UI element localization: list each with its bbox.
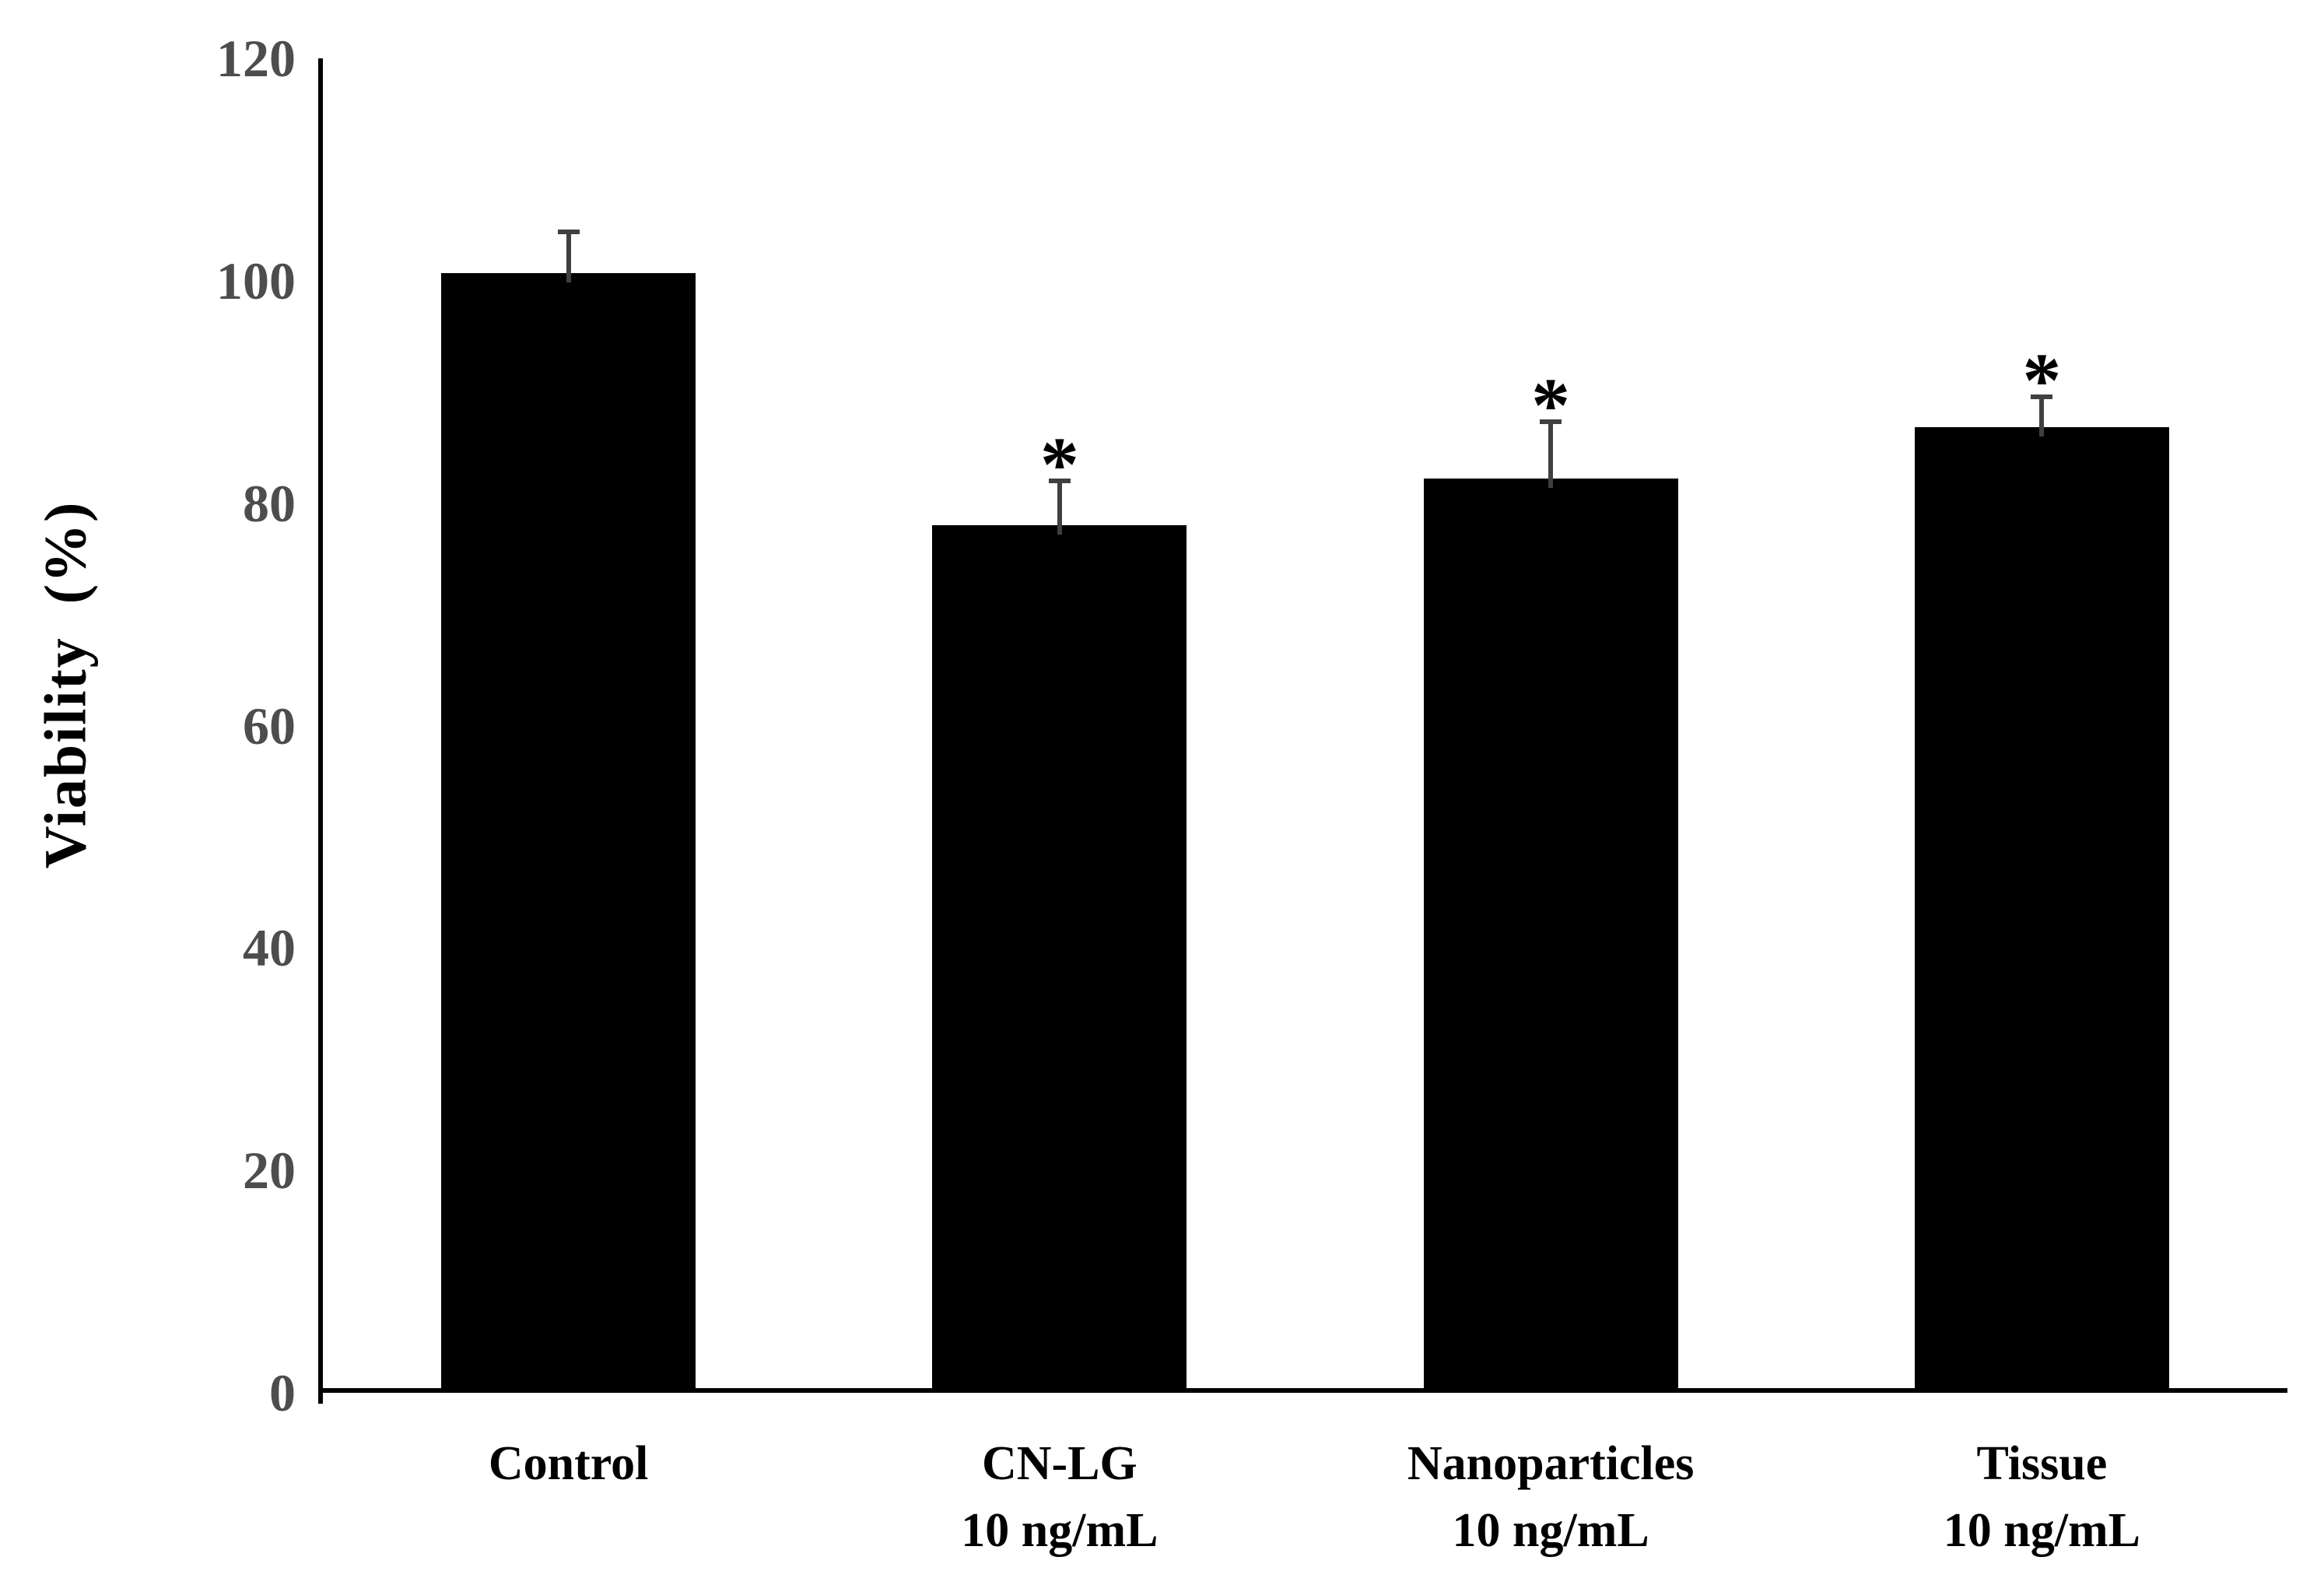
- x-category-label-line: CN-LG: [981, 1437, 1137, 1490]
- x-category-label-line: 10 ng/mL: [961, 1504, 1158, 1557]
- y-tick-label: 120: [216, 29, 296, 88]
- bar: [932, 525, 1187, 1393]
- bar: [1423, 479, 1678, 1393]
- y-tick-label: 20: [243, 1141, 296, 1201]
- y-tick-label: 100: [216, 251, 296, 310]
- significance-asterisk: *: [2022, 336, 2062, 423]
- error-bar-cap: [1048, 479, 1071, 484]
- error-bar-line: [1548, 419, 1554, 489]
- y-tick-label: 40: [243, 918, 296, 978]
- error-bar-line: [2039, 394, 2045, 437]
- y-axis-line: [318, 58, 323, 1404]
- x-category-label: CN-LG 10 ng/mL: [814, 1430, 1305, 1564]
- error-bar-cap: [1540, 419, 1562, 425]
- x-category-label-line: Control: [488, 1437, 649, 1490]
- x-category-label-line: Tissue: [1976, 1437, 2108, 1490]
- error-bar-cap: [2031, 394, 2053, 399]
- x-category-label: Tissue 10 ng/mL: [1796, 1430, 2287, 1564]
- error-bar-cap: [557, 230, 580, 235]
- bar: [1914, 427, 2169, 1393]
- bar: [441, 272, 696, 1393]
- y-tick-label: 60: [243, 696, 296, 756]
- significance-asterisk: *: [1039, 421, 1079, 508]
- y-tick-label: 0: [269, 1363, 296, 1422]
- x-category-label-line: 10 ng/mL: [1452, 1504, 1649, 1557]
- significance-asterisk: *: [1531, 362, 1571, 449]
- y-tick-label: 80: [243, 473, 296, 533]
- error-bar-line: [566, 230, 571, 282]
- x-category-label-line: Nanoparticles: [1407, 1437, 1695, 1490]
- x-category-label: Nanoparticles 10 ng/mL: [1306, 1430, 1796, 1564]
- x-category-label: Control: [323, 1430, 814, 1497]
- y-axis-title: Viability (%): [33, 500, 99, 869]
- error-bar-line: [1057, 479, 1062, 535]
- x-axis-line: [318, 1388, 2287, 1393]
- x-category-label-line: 10 ng/mL: [1943, 1504, 2140, 1557]
